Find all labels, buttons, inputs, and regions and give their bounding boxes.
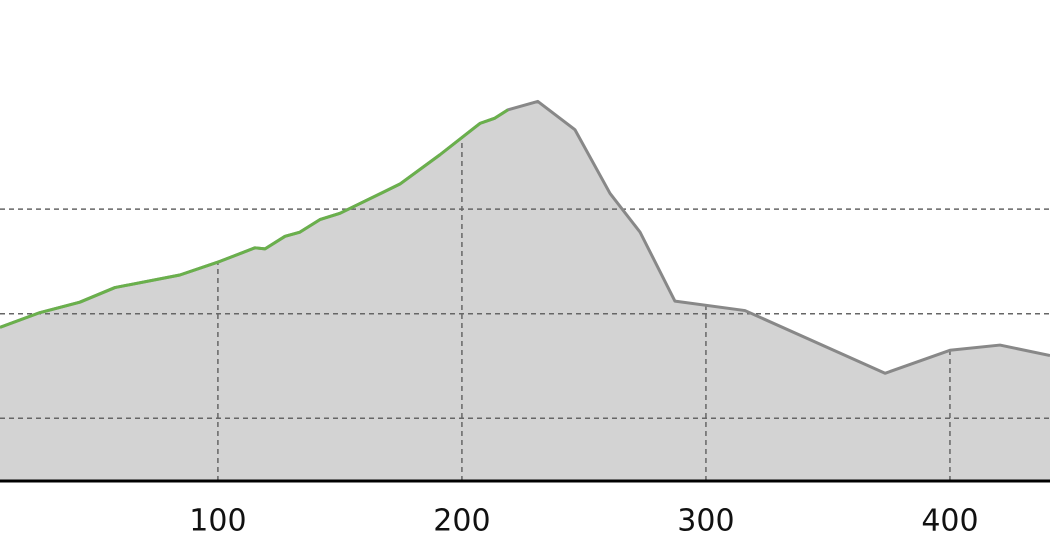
x-tick-label: 100 (189, 504, 246, 539)
area-fill (0, 101, 1050, 482)
x-tick-label: 300 (677, 504, 734, 539)
x-tick-label: 400 (921, 504, 978, 539)
elevation-line (0, 108, 509, 329)
x-tick-label: 200 (433, 504, 490, 539)
